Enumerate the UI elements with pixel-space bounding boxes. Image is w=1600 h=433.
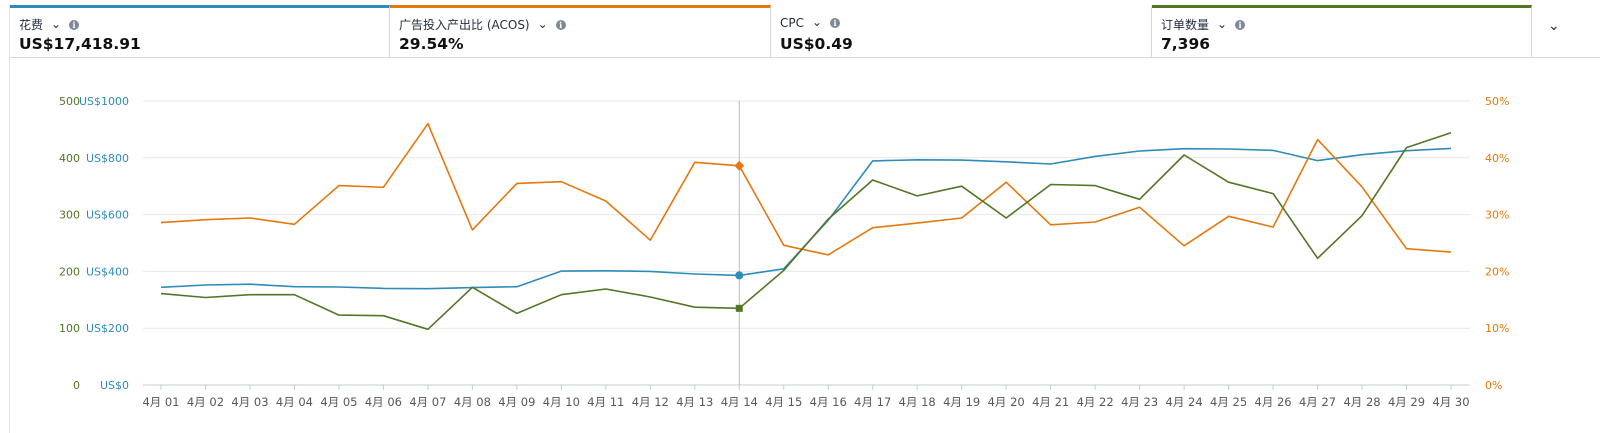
metric-label: 花费 xyxy=(19,18,44,32)
chevron-down-icon[interactable]: ⌄ xyxy=(1217,16,1228,31)
y-tick-orders: 0 xyxy=(73,379,80,392)
x-tick-label: 4月 30 xyxy=(1432,395,1469,409)
chevron-down-icon[interactable]: ⌄ xyxy=(812,15,823,29)
y-tick-spend: US$800 xyxy=(86,152,129,165)
y-tick-acos: 40% xyxy=(1485,152,1509,165)
metric-card-orders[interactable]: 订单数量 ⌄ i 7,396 xyxy=(1152,5,1532,58)
x-tick-label: 4月 09 xyxy=(498,395,535,409)
x-tick-label: 4月 18 xyxy=(899,395,936,409)
metric-header[interactable]: 花费 ⌄ i xyxy=(19,16,80,33)
y-tick-acos: 50% xyxy=(1485,95,1509,108)
info-icon[interactable]: i xyxy=(555,19,566,30)
metric-value: 7,396 xyxy=(1161,35,1211,53)
x-tick-label: 4月 15 xyxy=(765,395,802,409)
x-tick-label: 4月 06 xyxy=(365,395,402,409)
x-tick-label: 4月 21 xyxy=(1032,395,1069,409)
x-tick-label: 4月 05 xyxy=(320,395,357,409)
series-line-acos xyxy=(160,122,1452,256)
hover-marker-spend xyxy=(735,271,744,280)
y-tick-spend: US$400 xyxy=(86,265,129,278)
info-icon[interactable]: i xyxy=(830,18,841,28)
x-tick-label: 4月 19 xyxy=(943,395,980,409)
y-tick-orders: 300 xyxy=(59,209,80,222)
y-tick-acos: 0% xyxy=(1485,379,1502,392)
x-tick-label: 4月 17 xyxy=(854,395,891,409)
x-tick-label: 4月 13 xyxy=(676,395,713,409)
metric-header[interactable]: CPC ⌄ i xyxy=(780,15,841,30)
y-tick-spend: US$0 xyxy=(100,379,129,392)
x-tick-label: 4月 08 xyxy=(454,395,491,409)
x-tick-label: 4月 22 xyxy=(1077,395,1114,409)
x-tick-label: 4月 14 xyxy=(721,395,758,409)
y-tick-orders: 200 xyxy=(59,265,80,278)
y-tick-spend: US$600 xyxy=(86,209,129,222)
x-tick-label: 4月 24 xyxy=(1166,395,1203,409)
x-tick-label: 4月 07 xyxy=(409,395,446,409)
series-line-spend xyxy=(160,147,1452,290)
metric-value: US$17,418.91 xyxy=(19,35,141,53)
metrics-bar: 花费 ⌄ i US$17,418.91 广告投入产出比 (ACOS) ⌄ i 2… xyxy=(10,5,1600,58)
x-tick-label: 4月 04 xyxy=(276,395,313,409)
y-tick-acos: 20% xyxy=(1485,265,1509,278)
metric-header[interactable]: 广告投入产出比 (ACOS) ⌄ i xyxy=(399,16,566,33)
x-tick-label: 4月 03 xyxy=(231,395,268,409)
collapse-chevron-icon[interactable]: ⌄ xyxy=(1548,18,1560,34)
chevron-down-icon[interactable]: ⌄ xyxy=(51,16,62,31)
y-tick-orders: 400 xyxy=(59,152,80,165)
hover-marker-orders xyxy=(735,304,743,312)
metric-label: CPC xyxy=(780,16,804,30)
x-tick-label: 4月 27 xyxy=(1299,395,1336,409)
metric-label: 广告投入产出比 (ACOS) xyxy=(399,18,530,32)
x-tick-label: 4月 29 xyxy=(1388,395,1425,409)
metric-header[interactable]: 订单数量 ⌄ i xyxy=(1161,16,1246,33)
x-tick-label: 4月 02 xyxy=(187,395,224,409)
metric-value: US$0.49 xyxy=(780,35,853,53)
metric-card-spend[interactable]: 花费 ⌄ i US$17,418.91 xyxy=(10,5,390,58)
x-tick-label: 4月 16 xyxy=(810,395,847,409)
info-icon[interactable]: i xyxy=(1235,19,1246,30)
x-tick-label: 4月 23 xyxy=(1121,395,1158,409)
y-tick-orders: 500 xyxy=(59,95,80,108)
y-tick-spend: US$200 xyxy=(86,322,129,335)
metric-label: 订单数量 xyxy=(1161,18,1210,32)
x-tick-label: 4月 28 xyxy=(1343,395,1380,409)
x-tick-label: 4月 10 xyxy=(543,395,580,409)
x-tick-label: 4月 26 xyxy=(1255,395,1292,409)
panel-left-border xyxy=(9,5,10,433)
series-line-orders xyxy=(160,132,1452,331)
y-tick-orders: 100 xyxy=(59,322,80,335)
metric-value: 29.54% xyxy=(399,35,464,53)
info-icon[interactable]: i xyxy=(69,19,80,30)
chevron-down-icon[interactable]: ⌄ xyxy=(537,16,548,31)
x-tick-label: 4月 20 xyxy=(988,395,1025,409)
x-tick-label: 4月 01 xyxy=(142,395,179,409)
x-tick-label: 4月 11 xyxy=(587,395,624,409)
x-tick-label: 4月 12 xyxy=(632,395,669,409)
hover-marker-acos xyxy=(734,160,745,171)
y-tick-acos: 30% xyxy=(1485,209,1509,222)
metric-card-acos[interactable]: 广告投入产出比 (ACOS) ⌄ i 29.54% xyxy=(390,5,771,58)
y-tick-spend: US$1000 xyxy=(79,95,129,108)
metric-card-cpc[interactable]: CPC ⌄ i US$0.49 xyxy=(771,5,1152,58)
y-tick-acos: 10% xyxy=(1485,322,1509,335)
x-tick-label: 4月 25 xyxy=(1210,395,1247,409)
